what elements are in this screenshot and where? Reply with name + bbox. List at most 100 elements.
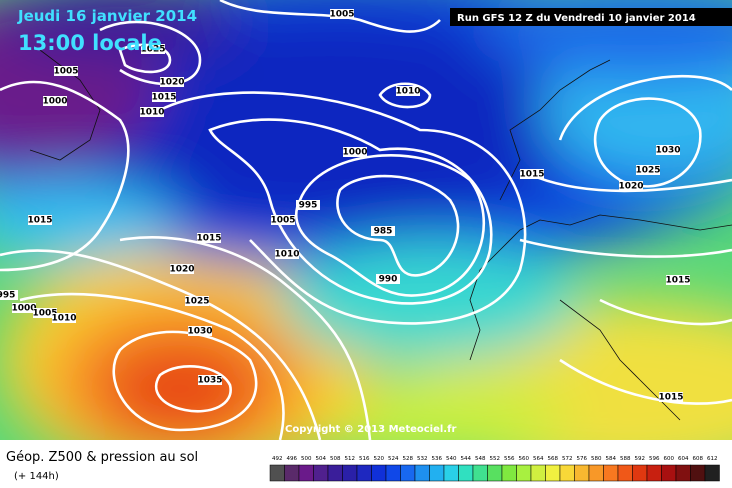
scale-swatch xyxy=(704,464,720,482)
scale-label: 532 xyxy=(417,456,428,462)
isobar-label-bg xyxy=(198,375,222,385)
scale-swatch xyxy=(371,464,387,482)
scale-swatch xyxy=(472,464,488,482)
scale-swatch xyxy=(342,464,358,482)
scale-swatch xyxy=(588,464,604,482)
scale-label: 508 xyxy=(330,456,341,462)
isobar-label-bg xyxy=(197,233,221,243)
isobar-label: 1005 xyxy=(53,67,78,77)
isobar-label: 1015 xyxy=(196,234,221,244)
isobar-label-bg xyxy=(656,145,680,155)
scale-swatch xyxy=(530,464,546,482)
forecast-time: 13:00 locale xyxy=(18,31,162,55)
isobar-label: 1005 xyxy=(329,10,354,20)
footer-lead: (+ 144h) xyxy=(14,471,59,482)
scale-label: 520 xyxy=(374,456,385,462)
isobar-label: 1025 xyxy=(184,297,209,307)
scale-swatch xyxy=(327,464,343,482)
isobar-label-bg xyxy=(271,215,295,225)
scale-label: 592 xyxy=(635,456,646,462)
run-info: Run GFS 12 Z du Vendredi 10 janvier 2014 xyxy=(457,13,696,24)
isobar-label: 985 xyxy=(374,227,393,237)
scale-label: 540 xyxy=(446,456,457,462)
isobar-label: 1015 xyxy=(519,170,544,180)
scale-swatch xyxy=(646,464,662,482)
isobar-label-bg xyxy=(330,9,354,19)
scale-swatch xyxy=(675,464,691,482)
isobar-label: 1000 xyxy=(11,304,36,314)
scale-label: 556 xyxy=(504,456,515,462)
color-scale: 492 496 500 504 508 512 516 520 524 528 532 536 540 5… xyxy=(269,456,720,482)
isobar-label-bg xyxy=(666,275,690,285)
isobar-label-bg xyxy=(275,249,299,259)
isobar-label: 1000 xyxy=(342,148,367,158)
isobar-label-bg xyxy=(0,290,18,300)
scale-label: 516 xyxy=(359,456,370,462)
scale-label: 608 xyxy=(693,456,704,462)
isobar-label-bg xyxy=(371,226,395,236)
scale-swatch xyxy=(487,464,503,482)
isobar-label: 1020 xyxy=(169,265,194,275)
isobar-label: 1010 xyxy=(274,250,299,260)
isobar-label-bg xyxy=(33,308,57,318)
scale-label: 612 xyxy=(707,456,718,462)
forecast-date: Jeudi 16 janvier 2014 xyxy=(17,7,197,25)
isobar-label-bg xyxy=(28,215,52,225)
scale-label: 564 xyxy=(533,456,544,462)
isobar-label-bg xyxy=(152,92,176,102)
scale-label: 596 xyxy=(649,456,660,462)
scale-swatch xyxy=(574,464,590,482)
scale-swatch xyxy=(603,464,619,482)
isobar-label: 990 xyxy=(379,275,398,285)
scale-swatch xyxy=(414,464,430,482)
isobar-label: 1015 xyxy=(665,276,690,286)
scale-label: 496 xyxy=(287,456,298,462)
coastlines xyxy=(29,49,732,421)
scale-swatch xyxy=(690,464,706,482)
scale-swatch xyxy=(356,464,372,482)
isobar-label-bg xyxy=(185,296,209,306)
isobar-label: 1030 xyxy=(187,327,212,337)
scale-label: 512 xyxy=(345,456,356,462)
isobar-label-bg xyxy=(141,44,165,54)
scale-swatch xyxy=(284,464,300,482)
scale-label: 584 xyxy=(606,456,617,462)
scale-swatch xyxy=(443,464,459,482)
isobar-label-bg xyxy=(12,303,36,313)
isobar-label: 1025 xyxy=(140,45,165,55)
scale-label: 580 xyxy=(591,456,602,462)
isobar-label-bg xyxy=(520,169,544,179)
scale-swatch xyxy=(429,464,445,482)
scale-label: 536 xyxy=(432,456,443,462)
scale-label: 568 xyxy=(548,456,559,462)
scale-swatch xyxy=(559,464,575,482)
isobar-label-bg xyxy=(52,313,76,323)
isobar-label-bg xyxy=(343,147,367,157)
isobar-label: 1000 xyxy=(42,97,67,107)
isobar-label-bg xyxy=(188,326,212,336)
isobar-label-bg xyxy=(619,181,643,191)
scale-label: 552 xyxy=(490,456,501,462)
scale-label: 548 xyxy=(475,456,486,462)
isobar-label: 995 xyxy=(0,291,15,301)
scale-swatch xyxy=(617,464,633,482)
scale-label: 500 xyxy=(301,456,312,462)
scale-label: 588 xyxy=(620,456,631,462)
scale-label: 600 xyxy=(664,456,675,462)
isobar-label-bg xyxy=(659,392,683,402)
scale-label: 560 xyxy=(519,456,530,462)
isobar-label: 1035 xyxy=(197,376,222,386)
scale-label: 576 xyxy=(577,456,588,462)
isobar-label-bg xyxy=(140,107,164,117)
isobar-label: 1010 xyxy=(139,108,164,118)
scale-swatch xyxy=(400,464,416,482)
scale-label: 528 xyxy=(403,456,414,462)
isobar-label-bg xyxy=(54,66,78,76)
isobar-label-bg xyxy=(376,274,400,284)
scale-label: 504 xyxy=(316,456,327,462)
scale-label: 604 xyxy=(678,456,689,462)
run-box xyxy=(450,8,732,26)
isobar-label: 1020 xyxy=(618,182,643,192)
isobar-label: 1010 xyxy=(395,87,420,97)
